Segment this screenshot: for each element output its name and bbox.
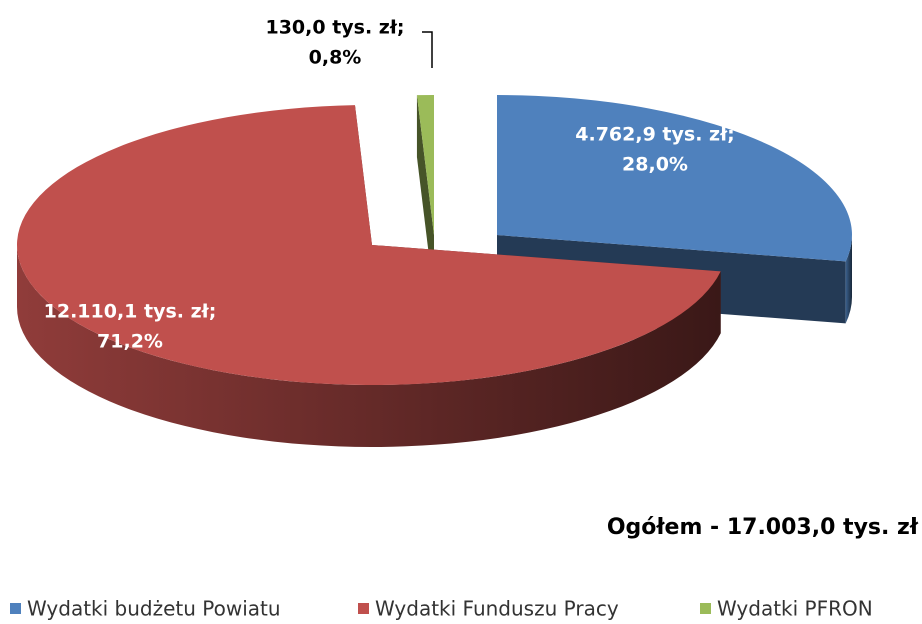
- legend-label: Wydatki budżetu Powiatu: [27, 597, 281, 621]
- slice-outer-side: [17, 245, 721, 447]
- slice-outer-sides: [17, 235, 852, 447]
- pie-slice: [497, 95, 852, 262]
- pie-slice: [416, 95, 434, 235]
- legend-label: Wydatki PFRON: [717, 597, 873, 621]
- pie-slice: [17, 105, 721, 386]
- data-label-percent: 28,0%: [622, 154, 688, 176]
- data-label-percent: 71,2%: [97, 331, 163, 353]
- legend-label: Wydatki Funduszu Pracy: [375, 597, 619, 621]
- data-label: 12.110,1 tys. zł;: [44, 301, 217, 323]
- total-annotation: Ogółem - 17.003,0 tys. zł: [607, 515, 919, 540]
- legend-swatch: [10, 603, 21, 614]
- leader-line: [422, 31, 433, 68]
- data-label: 4.762,9 tys. zł;: [575, 124, 734, 146]
- legend-swatch: [358, 603, 369, 614]
- slice-outer-side: [845, 235, 852, 324]
- data-label: 130,0 tys. zł;: [265, 17, 404, 39]
- legend-swatch: [700, 603, 711, 614]
- slice-radial-side: [416, 95, 434, 297]
- data-label-percent: 0,8%: [309, 47, 362, 69]
- slice-tops: [17, 95, 852, 386]
